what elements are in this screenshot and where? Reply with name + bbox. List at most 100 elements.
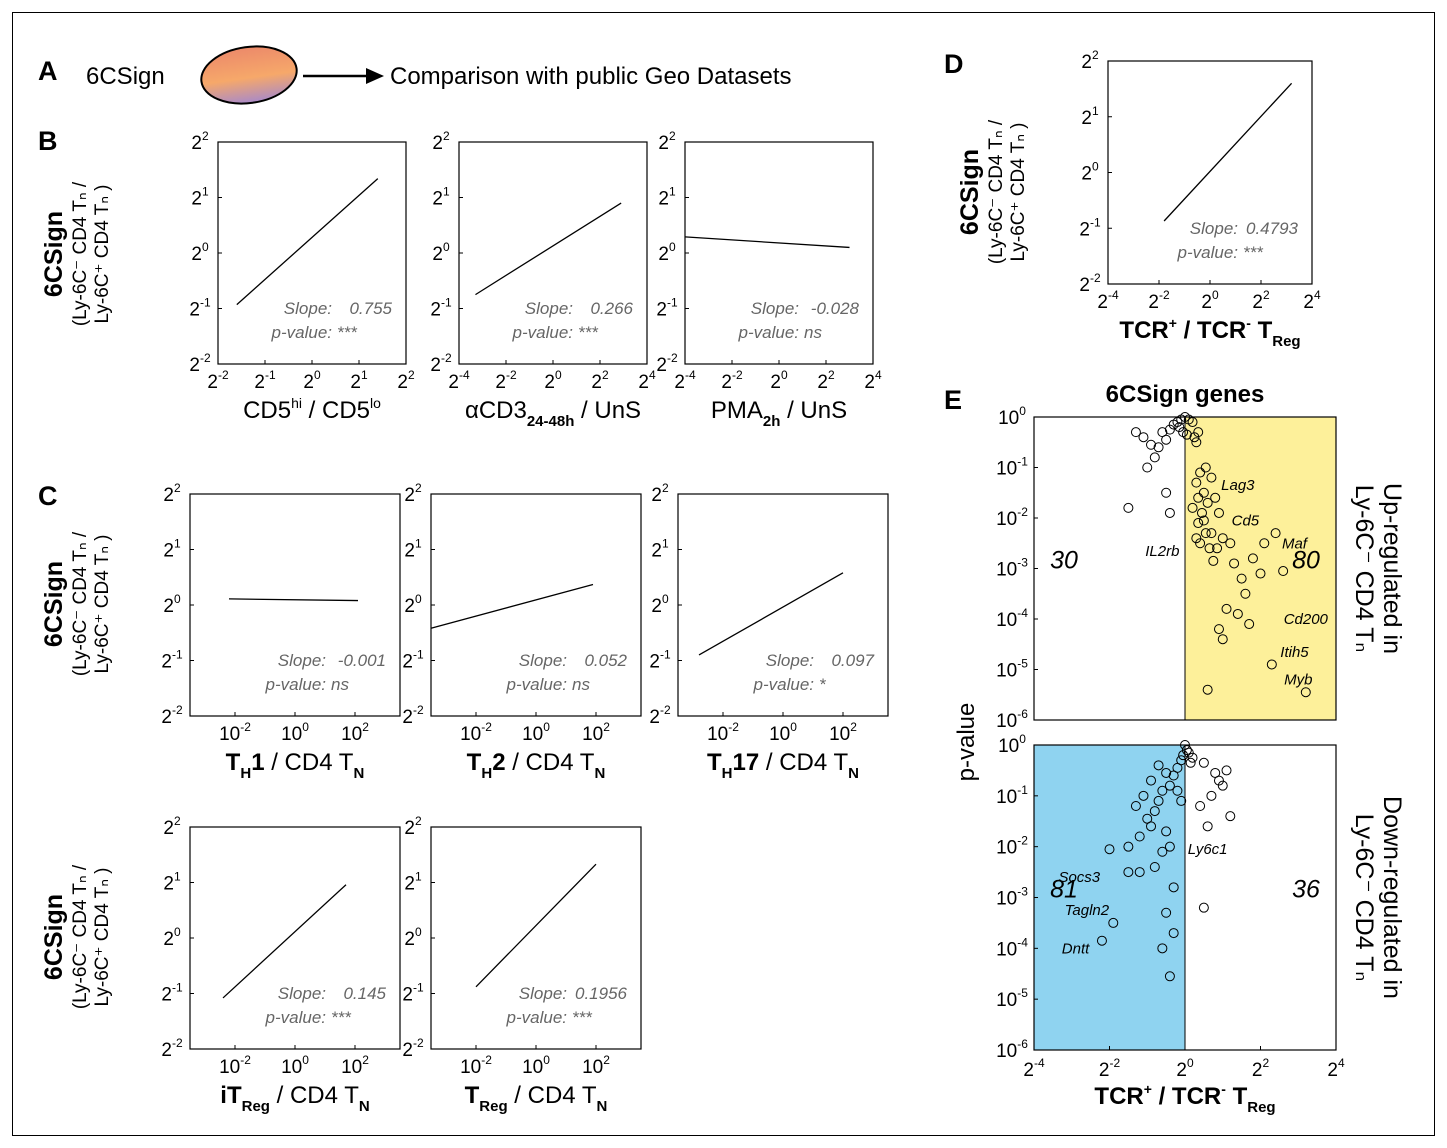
data-point — [1191, 533, 1202, 544]
data-point — [1236, 573, 1247, 584]
slope-value: 0.4793 — [1246, 219, 1299, 238]
y-axis-label: p-value — [953, 703, 980, 782]
y-tick-label: 100 — [998, 404, 1026, 429]
data-point — [1213, 624, 1224, 635]
x-axis-label: TH2 / CD4 TN — [467, 749, 606, 782]
data-point — [1206, 472, 1217, 483]
data-point — [1157, 943, 1168, 954]
data-point — [1200, 462, 1211, 473]
gene-label: Socs3 — [1058, 869, 1100, 886]
x-axis-label: TReg / CD4 TN — [465, 1082, 608, 1115]
count-left: 30 — [1050, 547, 1078, 575]
data-point — [1164, 424, 1175, 435]
x-tick-label: 22 — [1252, 1056, 1270, 1081]
y-tick-label: 22 — [163, 481, 181, 506]
x-tick-label: 10-2 — [219, 1053, 251, 1078]
y-tick-label: 21 — [163, 870, 181, 895]
slope-label: Slope: — [519, 651, 567, 670]
slope-label: Slope: — [284, 299, 332, 318]
x-tick-label: 22 — [817, 368, 835, 393]
x-tick-label: 102 — [341, 1053, 369, 1078]
y-tick-label: 2-2 — [402, 1036, 424, 1061]
p-value: ns — [572, 675, 590, 694]
data-point — [1191, 437, 1202, 448]
data-point — [1247, 553, 1258, 564]
slope-label: Slope: — [751, 299, 799, 318]
data-point — [1200, 528, 1211, 539]
cell-icon — [200, 45, 298, 105]
p-label: p-value: — [753, 675, 815, 694]
x-tick-label: 2-4 — [674, 368, 696, 393]
data-point — [1123, 867, 1134, 878]
p-value: *** — [578, 323, 599, 342]
data-point — [1202, 497, 1213, 508]
y-tick-label: 10-1 — [996, 455, 1028, 480]
y-tick-label: 22 — [404, 481, 422, 506]
count-left: 81 — [1050, 876, 1078, 904]
y-tick-label: 10-6 — [996, 1037, 1028, 1062]
slope-value: -0.001 — [338, 651, 386, 670]
data-point — [1161, 487, 1172, 498]
data-point — [1225, 811, 1236, 822]
data-point — [1195, 467, 1206, 478]
slope-label: Slope: — [766, 651, 814, 670]
y-tick-label: 21 — [651, 537, 669, 562]
data-point — [1202, 821, 1213, 832]
data-point — [1174, 422, 1185, 433]
panel-letter-D: D — [944, 49, 964, 79]
p-label: p-value: — [265, 675, 327, 694]
x-tick-label: 20 — [544, 368, 562, 393]
data-point — [1195, 801, 1206, 811]
y-tick-label: 21 — [658, 185, 676, 210]
data-point — [1164, 780, 1175, 791]
y-tick-label: 21 — [404, 537, 422, 562]
x-tick-label: 20 — [1201, 288, 1219, 313]
y-tick-label: 2-1 — [161, 981, 183, 1006]
data-point — [1278, 566, 1289, 577]
data-point — [1229, 558, 1240, 569]
data-point — [1142, 813, 1153, 824]
y-tick-label: 2-1 — [430, 296, 452, 321]
y-axis-label: 6CSign (Ly-6C⁻ CD4 Tₙ /Ly-6C⁺ CD4 Tₙ ) — [956, 119, 1029, 264]
panel-a-header: 6CSign Comparison with public Geo Dataset… — [86, 45, 792, 105]
chart-title: 6CSign genes — [1106, 381, 1265, 408]
x-axis-label: αCD324-48h / UnS — [465, 397, 641, 430]
data-point — [1130, 801, 1141, 811]
chart-C1: 2-2 2-1 20 21 22 10-2 100 102 Slope: -0.001 p-valu… — [161, 481, 401, 782]
gene-label: IL2rb — [1145, 543, 1179, 560]
count-right: 80 — [1292, 547, 1320, 575]
data-point — [1146, 439, 1157, 450]
data-point — [1134, 867, 1145, 878]
data-point — [1153, 442, 1164, 453]
p-value: *** — [331, 1008, 352, 1027]
panel-letter-B: B — [38, 126, 58, 156]
slope-label: Slope: — [278, 984, 326, 1003]
side-label: Up-regulated inLy-6C⁻ CD4 Tₙ — [1350, 483, 1406, 654]
highlight-region — [1034, 745, 1185, 1050]
x-tick-label: 10-2 — [460, 720, 492, 745]
p-value: * — [819, 675, 827, 694]
x-tick-label: 100 — [281, 720, 309, 745]
y-tick-label: 20 — [404, 925, 422, 950]
y-tick-label: 2-1 — [649, 648, 671, 673]
data-point — [1225, 538, 1236, 549]
p-label: p-value: — [506, 1008, 568, 1027]
y-tick-label: 20 — [191, 240, 209, 265]
x-tick-label: 10-2 — [460, 1053, 492, 1078]
p-value: *** — [572, 1008, 593, 1027]
gene-label: Itih5 — [1280, 644, 1309, 661]
comparison-label: Comparison with public Geo Datasets — [390, 63, 792, 90]
chart-C2: 2-2 2-1 20 21 22 10-2 100 102 Slope: 0.052 p-value… — [402, 481, 642, 782]
y-tick-label: 2-1 — [402, 981, 424, 1006]
data-point — [1153, 760, 1164, 771]
data-point — [1161, 434, 1172, 445]
y-tick-label: 2-2 — [161, 703, 183, 728]
y-tick-label: 2-1 — [189, 296, 211, 321]
slope-value: 0.052 — [584, 651, 627, 670]
chart-B1: 2-2 2-1 20 21 22 2-2 2-1 20 21 22 Slope: 0.755 p-val… — [189, 129, 415, 424]
y-tick-label: 10-5 — [996, 657, 1028, 682]
x-axis-label: TH1 / CD4 TN — [226, 749, 365, 782]
data-point — [1187, 752, 1198, 763]
y-tick-label: 21 — [163, 537, 181, 562]
data-point — [1217, 780, 1228, 791]
